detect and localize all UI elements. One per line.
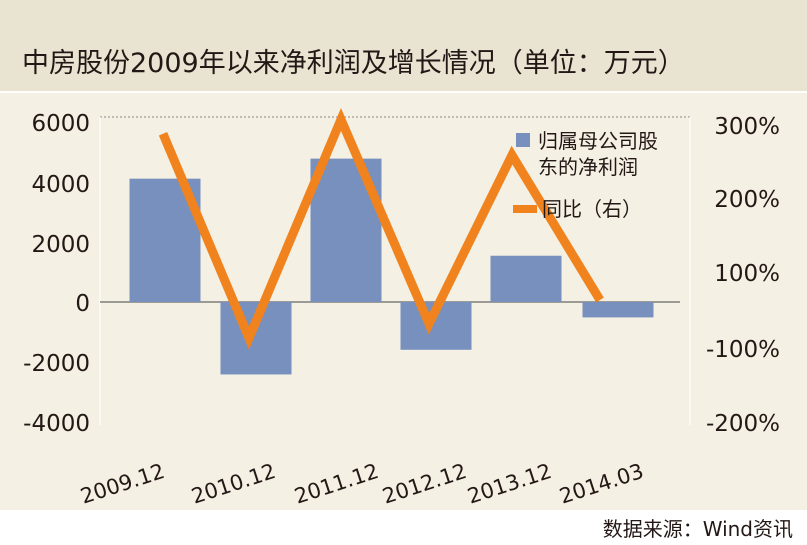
right-tick-label: 300%: [714, 114, 780, 140]
bar-2013.12: [490, 255, 562, 302]
bar-series: [129, 158, 654, 375]
title-bar: [0, 0, 807, 92]
left-tick-label: -2000: [23, 351, 90, 377]
left-tick-label: 4000: [31, 172, 90, 198]
left-tick-label: -4000: [23, 411, 90, 437]
left-tick-label: 6000: [31, 111, 90, 137]
right-tick-label: -200%: [706, 411, 780, 437]
line-series: [158, 108, 604, 350]
legend-bar-swatch: [516, 133, 530, 147]
legend-line-label: 同比（右）: [542, 197, 642, 221]
growth-line: [158, 108, 604, 350]
legend-bar-label: 归属母公司股: [538, 129, 658, 153]
source-note: 数据来源：Wind资讯: [603, 517, 793, 541]
left-tick-label: 2000: [31, 232, 90, 258]
legend: 归属母公司股 东的净利润 同比（右）: [513, 129, 658, 221]
left-tick-label: 0: [75, 291, 90, 317]
right-tick-label: 200%: [714, 187, 780, 213]
right-tick-label: -100%: [706, 337, 780, 363]
legend-bar-label: 东的净利润: [538, 155, 638, 179]
chart-title: 中房股份2009年以来净利润及增长情况（单位：万元）: [22, 48, 685, 79]
right-tick-label: 100%: [714, 261, 780, 287]
bar-2014.03: [582, 302, 654, 318]
